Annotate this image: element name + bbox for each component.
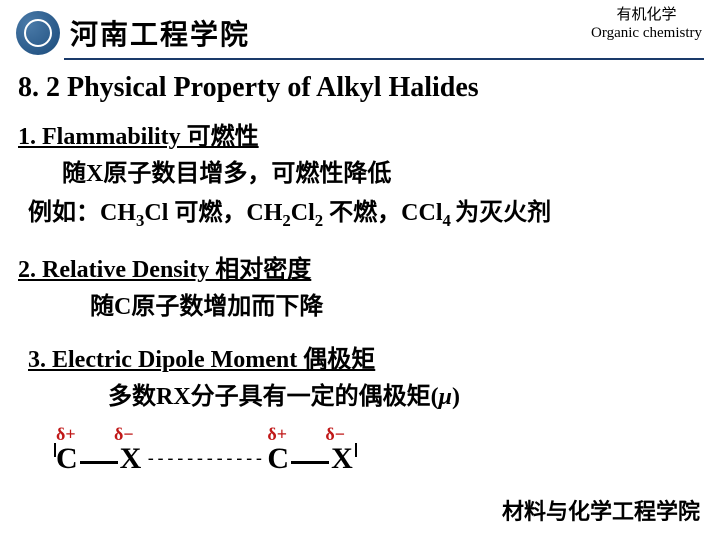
footer-dept: 材料与化学工程学院 [502, 494, 700, 526]
atom-c-1: C [56, 444, 78, 474]
bondline-2 [291, 461, 329, 464]
dash-separator: ------------ [145, 448, 263, 469]
course-name-cn: 有机化学 [591, 6, 702, 24]
content: 8. 2 Physical Property of Alkyl Halides … [0, 60, 720, 477]
delta-minus-2: δ− [325, 424, 345, 445]
tick-right [355, 443, 357, 457]
bond-right: δ+ C δ− X [267, 430, 352, 474]
page-title: 8. 2 Physical Property of Alkyl Halides [18, 72, 702, 104]
dipole-diagram: δ+ C δ− X ------------ δ+ C δ− X [54, 427, 702, 477]
section3-text: 多数RX分子具有一定的偶极矩(μ) [108, 376, 702, 411]
section2-text: 随C原子数增加而下降 [90, 286, 702, 321]
delta-plus-1: δ+ [56, 424, 76, 445]
section1-text: 随X原子数目增多，可燃性降低 [62, 153, 702, 188]
course-block: 有机化学 Organic chemistry [591, 6, 702, 42]
atom-x-2: X [331, 444, 353, 474]
section1-example: 例如：CH3Cl 可燃，CH2Cl2 不燃，CCl4 为灭火剂 [28, 192, 702, 231]
atom-c-2: C [267, 444, 289, 474]
section1-heading: 1. Flammability 可燃性 [18, 116, 702, 151]
university-logo [16, 11, 60, 55]
delta-plus-2: δ+ [267, 424, 287, 445]
bond-left: δ+ C δ− X [56, 430, 141, 474]
course-name-en: Organic chemistry [591, 24, 702, 42]
delta-minus-1: δ− [114, 424, 134, 445]
section2-heading: 2. Relative Density 相对密度 [18, 249, 702, 284]
bondline-1 [80, 461, 118, 464]
header: 河南工程学院 有机化学 Organic chemistry [0, 0, 720, 58]
university-name: 河南工程学院 [70, 13, 250, 53]
atom-x-1: X [120, 444, 142, 474]
section3-heading: 3. Electric Dipole Moment 偶极矩 [28, 339, 702, 374]
